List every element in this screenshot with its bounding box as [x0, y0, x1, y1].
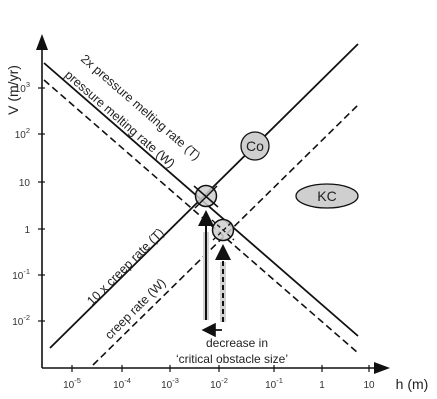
x-tick-label: 10-1 — [265, 376, 283, 391]
axes — [36, 34, 390, 374]
overlay-creep-w — [212, 220, 234, 241]
y-axis-title: V (m/yr) — [5, 65, 21, 115]
region-kc: KC — [295, 183, 359, 209]
line-creep-w — [92, 104, 359, 366]
dashed-arrow-shaft — [220, 262, 226, 322]
line-overlays — [193, 185, 235, 241]
y-tick-label: 10-1 — [12, 267, 30, 282]
overlay-creep-t — [194, 185, 218, 209]
x-tick-label: 10-3 — [161, 376, 179, 391]
x-tick-label: 10-4 — [113, 376, 131, 391]
y-tick-label: 10 — [19, 178, 31, 189]
line-pressure-melting-w — [43, 79, 359, 354]
annotation-line2: ‘critical obstacle size’ — [176, 352, 288, 366]
region-co: Co — [240, 131, 270, 161]
x-tick-label: 10 — [363, 380, 375, 391]
x-axis-title: h (m) — [396, 376, 429, 392]
x-ticks: 10-5 10-4 10-3 10-2 10-1 1 10 — [63, 365, 375, 391]
region-co-shape — [240, 131, 270, 161]
region-kc-shape — [295, 183, 359, 209]
y-tick-label: 102 — [15, 126, 30, 141]
region-kc-label: KC — [317, 188, 336, 204]
vertical-arrows — [198, 210, 231, 322]
region-co-label: Co — [246, 138, 264, 154]
x-tick-label: 1 — [319, 380, 325, 391]
intersections — [194, 184, 235, 242]
x-tick-label: 10-5 — [63, 376, 81, 391]
y-tick-label: 10-2 — [12, 313, 30, 328]
y-axis-arrow — [36, 34, 48, 50]
x-tick-label: 10-2 — [210, 376, 228, 391]
y-tick-label: 103 — [15, 80, 30, 95]
y-tick-label: 1 — [24, 225, 30, 236]
x-axis-arrow — [374, 362, 390, 374]
annotation-line1: decrease in — [206, 336, 268, 350]
